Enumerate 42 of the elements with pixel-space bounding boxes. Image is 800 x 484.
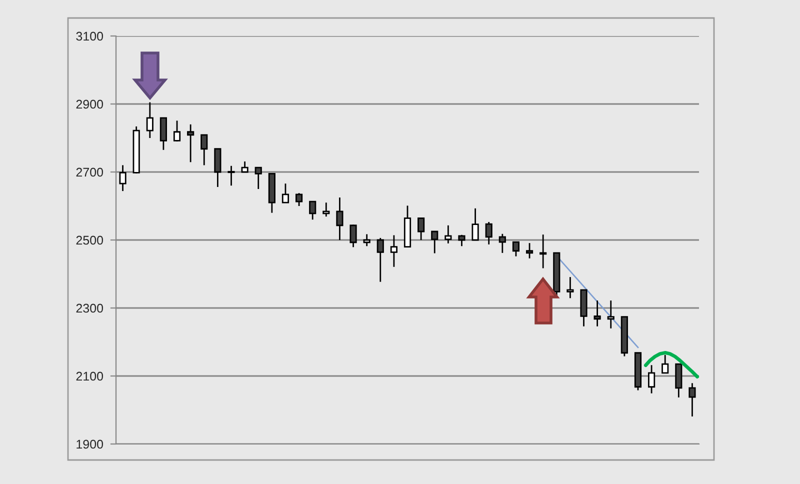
candlestick: [418, 217, 425, 241]
y-tick-label: 1900: [76, 440, 104, 449]
candlestick: [146, 102, 154, 139]
y-tick-label: 2900: [76, 100, 104, 109]
candlestick: [472, 208, 479, 242]
candlestick: [540, 234, 547, 269]
candlestick: [444, 224, 452, 244]
candlestick: [566, 276, 574, 299]
candlestick: [675, 363, 682, 398]
y-tick-label: 3100: [76, 32, 104, 41]
candlestick: [512, 241, 520, 258]
candlestick: [200, 134, 208, 166]
candlestick: [254, 166, 262, 190]
candlestick: [350, 224, 357, 248]
candlestick: [662, 354, 669, 374]
candlestick: [607, 300, 614, 330]
candlestick: [241, 160, 248, 174]
candlestick: [228, 165, 235, 186]
candlestick: [282, 182, 290, 204]
candlestick: [594, 300, 601, 328]
candlestick: [322, 202, 330, 218]
candlestick: [309, 200, 316, 220]
candlestick: [526, 242, 534, 260]
candlestick: [336, 196, 344, 241]
candlestick: [160, 116, 167, 151]
candlestick: [295, 192, 303, 207]
candlestick: [173, 120, 181, 142]
candlestick: [119, 164, 126, 192]
y-tick-label: 2300: [76, 304, 104, 313]
candlestick: [390, 234, 398, 268]
y-tick-label: 2500: [76, 236, 104, 245]
candlestick: [485, 221, 492, 246]
candlestick: [498, 233, 506, 254]
candlestick: [214, 148, 222, 188]
y-tick-label: 2100: [76, 372, 104, 381]
candlestick: [376, 237, 384, 283]
candlestick: [648, 364, 656, 394]
candlestick: [187, 124, 194, 163]
y-tick-label: 2700: [76, 168, 104, 177]
candlestick: [688, 382, 696, 418]
candlestick: [431, 230, 438, 254]
candlestick: [363, 234, 370, 247]
